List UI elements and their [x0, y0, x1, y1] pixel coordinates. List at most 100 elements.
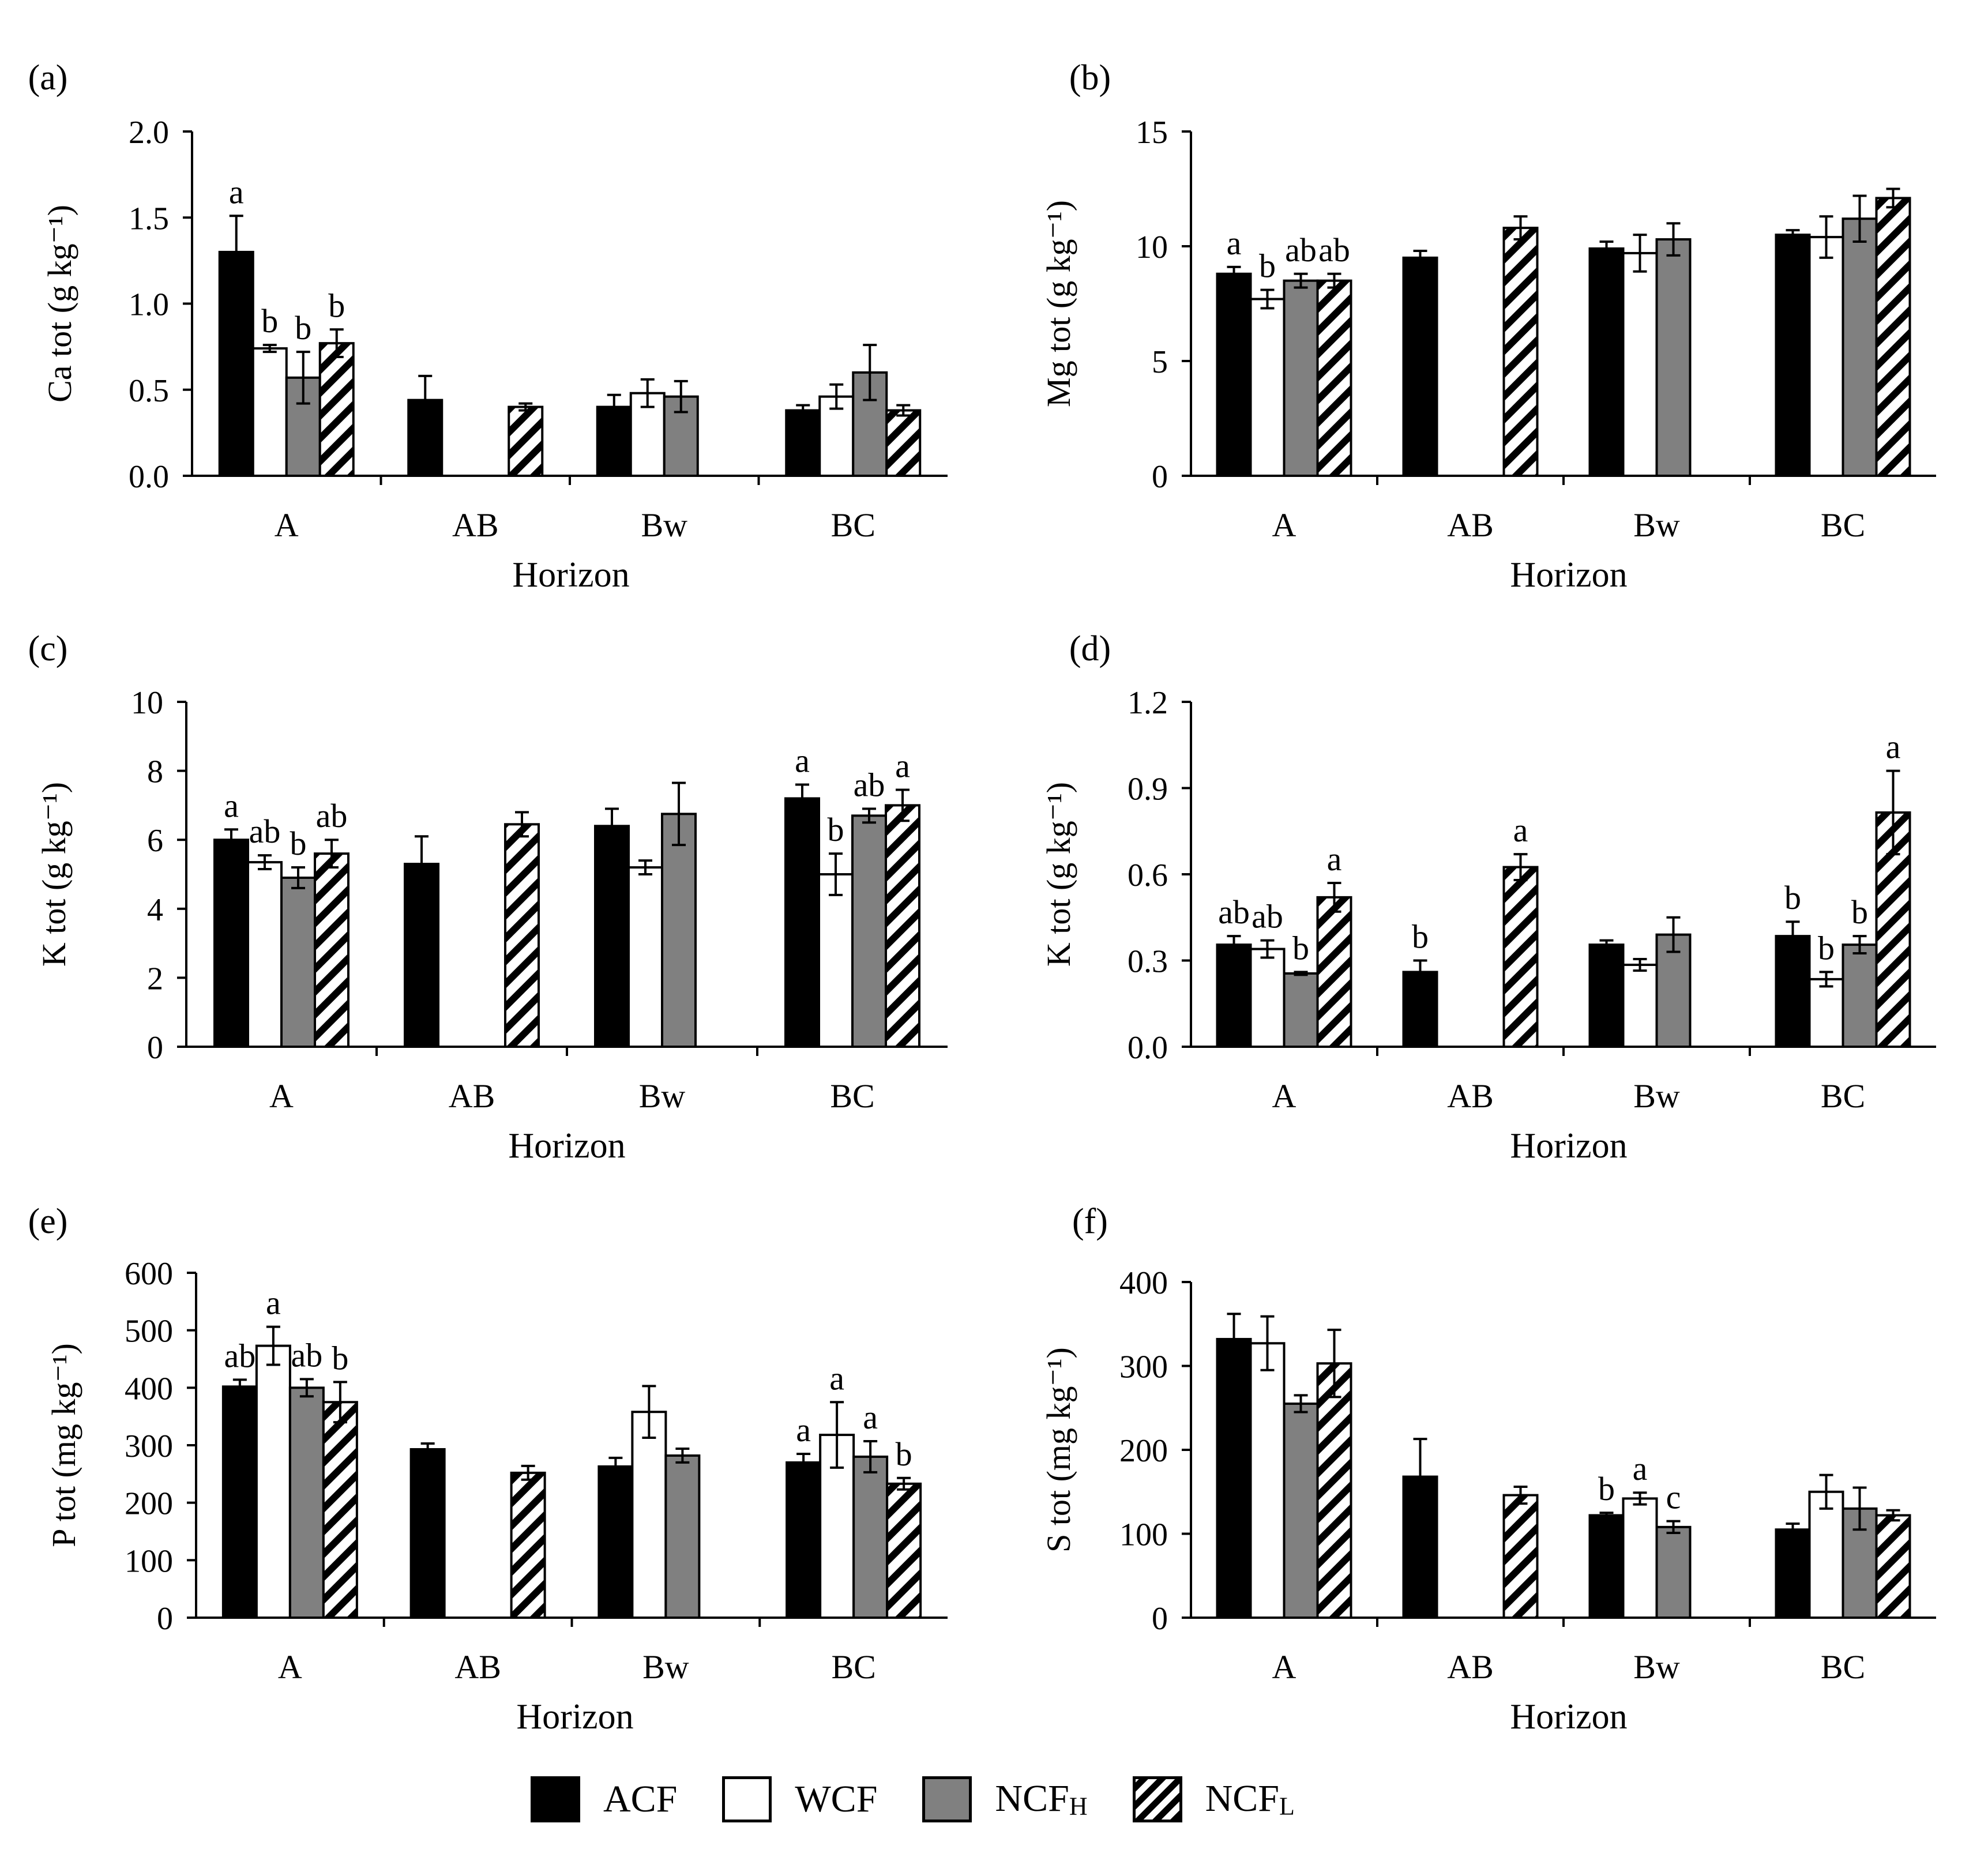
panel-f-bar-acf [1588, 1514, 1625, 1619]
panel-f-bar-acf [1775, 1528, 1811, 1619]
panel-c-y-tick-label: 4 [147, 892, 163, 928]
panel-f-bar-wcf [1622, 1497, 1658, 1619]
panel-d-significance-label: a [1327, 840, 1342, 878]
panel-e-bar-ncfh [852, 1455, 889, 1619]
panel-d-y-tick-label: 0.3 [1128, 944, 1168, 980]
legend-item-ncfh: NCFH [922, 1776, 1088, 1822]
panel-b-y-tick-label: 15 [1136, 115, 1168, 151]
panel-f-y-tick-label: 200 [1119, 1433, 1168, 1469]
panel-a-bar-ncfl [885, 409, 922, 478]
panel-e-bar-ncfh [288, 1386, 325, 1619]
panel-a-significance-label: b [295, 309, 311, 347]
panel-f-significance-label: b [1598, 1470, 1615, 1508]
panel-f-bar-ncfl [1316, 1362, 1352, 1619]
panel-d-y-tick-label: 0.6 [1128, 858, 1168, 893]
panel-f-x-tick-label: A [1272, 1648, 1296, 1686]
panel-d-bar-wcf [1249, 948, 1286, 1048]
panel-d-significance-label: a [1886, 728, 1901, 766]
legend-label-ncfh-sub: H [1069, 1792, 1088, 1821]
panel-a-x-tick-label: BC [831, 506, 875, 544]
legend-label-acf: ACF [603, 1778, 678, 1820]
panel-c-x-axis-label: Horizon [508, 1126, 625, 1166]
panel-c-bar-ncfh [851, 814, 887, 1048]
panel-e-y-tick-label: 400 [125, 1371, 173, 1407]
panel-e-y-tick-label: 300 [125, 1429, 173, 1464]
panel-b-y-tick-label: 0 [1152, 459, 1168, 495]
legend-label-ncfl-main: NCF [1205, 1777, 1279, 1820]
panel-d-significance-label: b [1851, 893, 1868, 931]
panel-a: (a)0.00.51.01.52.0Ca tot (g kg⁻¹)Aab bbAB… [28, 58, 948, 595]
legend-label-ncfh: NCFH [995, 1777, 1088, 1821]
panel-d-x-tick-label: Bw [1633, 1077, 1680, 1115]
panel-d-significance-label: b [1818, 929, 1835, 967]
panel-a-y-tick-label: 0.0 [129, 459, 169, 495]
panel-b-bar-ncfh [1655, 238, 1692, 477]
panel-c-significance-label: ab [854, 766, 885, 803]
panel-a-x-axis-label: Horizon [512, 555, 629, 595]
panel-d-significance-label: ab [1252, 898, 1283, 935]
panel-a-y-tick-label: 1.5 [129, 201, 169, 236]
panel-f-x-tick-label: AB [1447, 1648, 1494, 1686]
panel-a-bar-acf [785, 409, 821, 478]
panel-c-x-tick-label: Bw [639, 1077, 686, 1115]
legend-swatch-ncfl [1132, 1776, 1182, 1822]
panel-b-bar-ncfh [1842, 217, 1878, 477]
panel-b-x-axis-label: Horizon [1510, 555, 1627, 595]
panel-c-x-tick-label: AB [449, 1077, 495, 1115]
panel-f: (f) 0 100 200 300 400 S tot (mg kg⁻¹) A AB Bw bac B… [1040, 1202, 1936, 1736]
panel-c-bar-ncfl [314, 852, 350, 1048]
panel-a-significance-label: b [261, 302, 278, 340]
legend-label-ncfh-main: NCF [995, 1777, 1069, 1820]
panel-d-x-tick-label: BC [1821, 1077, 1865, 1115]
panel-c-y-tick-label: 8 [147, 754, 163, 790]
legend-swatch-acf [531, 1776, 580, 1822]
panel-d-bar-acf [1775, 935, 1811, 1048]
legend-swatch-ncfh [922, 1776, 972, 1822]
panel-c-bar-acf [213, 839, 249, 1048]
panel-c-y-tick-label: 6 [147, 823, 163, 859]
panel-a-bar-ncfl [508, 405, 544, 477]
panel-e-significance-label: a [863, 1399, 878, 1436]
legend: ACF WCF NCFH NCFL [531, 1776, 1340, 1822]
panel-b-bar-wcf [1808, 236, 1844, 477]
panel-e-y-tick-label: 0 [157, 1601, 173, 1637]
panel-a-bar-ncfl [318, 342, 355, 478]
panel-b-x-tick-label: AB [1447, 506, 1494, 544]
panel-b-x-tick-label: A [1272, 506, 1296, 544]
panel-e-label: (e) [28, 1202, 68, 1241]
panel-c-y-tick-label: 0 [147, 1030, 163, 1066]
panel-e-y-axis-label: P tot (mg kg⁻¹) [45, 1343, 82, 1547]
panel-d-bar-wcf [1622, 963, 1658, 1048]
panel-f-significance-label: a [1633, 1450, 1648, 1487]
panel-f-x-tick-label: BC [1821, 1648, 1865, 1686]
panel-a-y-axis-label: Ca tot (g kg⁻¹) [41, 205, 78, 403]
panel-b-significance-label: a [1227, 224, 1242, 262]
panel-c-significance-label: b [828, 811, 844, 848]
panel-d-bar-ncfl [1316, 896, 1352, 1048]
panel-d-bar-ncfl [1502, 866, 1539, 1048]
panel-f-y-tick-label: 400 [1119, 1265, 1168, 1301]
panel-d-significance-label: b [1784, 879, 1801, 916]
panel-e-bar-ncfl [886, 1482, 922, 1619]
panel-e-bar-ncfl [322, 1401, 358, 1619]
panel-d-significance-label: ab [1218, 893, 1250, 931]
panel-e-bar-acf [221, 1385, 258, 1619]
panel-a-x-tick-label: A [275, 506, 299, 544]
panel-f-bar-acf [1216, 1337, 1252, 1619]
panel-b-bar-ncfl [1875, 197, 1911, 477]
legend-label-wcf: WCF [795, 1778, 878, 1820]
panel-e-significance-label: b [896, 1435, 912, 1473]
panel-f-x-axis-label: Horizon [1510, 1697, 1627, 1736]
panel-c-significance-label: ab [249, 813, 281, 850]
panel-e-bar-acf [409, 1448, 446, 1619]
panel-e-significance-label: ab [291, 1336, 323, 1374]
panel-c-y-axis-label: K tot (g kg⁻¹) [35, 782, 73, 967]
panel-a-label: (a) [28, 58, 68, 97]
panel-e-significance-label: a [796, 1411, 811, 1449]
panel-b-y-tick-label: 5 [1152, 344, 1168, 380]
panel-e-significance-label: a [829, 1359, 844, 1397]
panel-f-bar-ncfl [1502, 1494, 1539, 1619]
panel-c-x-tick-label: BC [830, 1077, 874, 1115]
